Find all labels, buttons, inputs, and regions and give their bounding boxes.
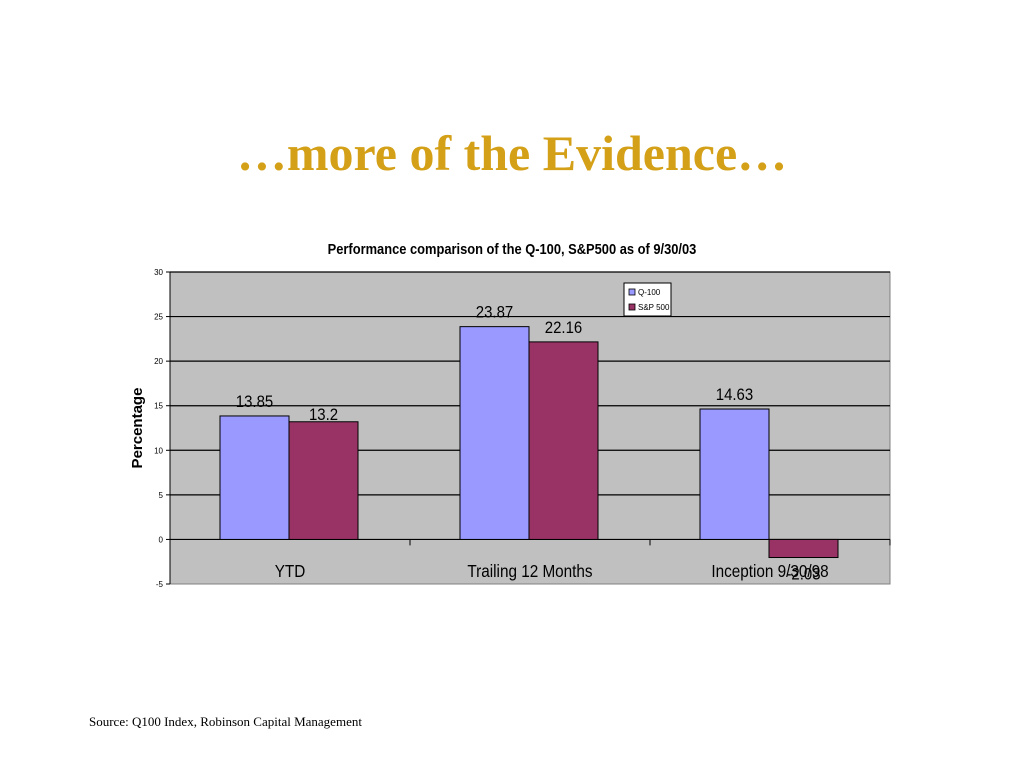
legend-label: Q-100 bbox=[638, 288, 661, 297]
y-tick-label: 20 bbox=[154, 357, 163, 366]
bar-q100 bbox=[699, 408, 770, 540]
y-tick-label: 15 bbox=[154, 402, 163, 411]
data-label: 14.63 bbox=[716, 386, 754, 404]
chart-title: Performance comparison of the Q-100, S&P… bbox=[328, 240, 697, 257]
y-tick-label: 10 bbox=[154, 446, 163, 455]
data-label: 23.87 bbox=[476, 304, 514, 322]
legend: Q-100 S&P 500 bbox=[623, 282, 672, 317]
legend-label: S&P 500 bbox=[638, 303, 670, 312]
data-label: 22.16 bbox=[545, 319, 583, 337]
bar-sp500 bbox=[288, 421, 359, 540]
legend-swatch bbox=[628, 303, 636, 311]
y-tick-label: 0 bbox=[159, 535, 164, 544]
source-note: Source: Q100 Index, Robinson Capital Man… bbox=[89, 714, 362, 729]
x-tick-label: YTD bbox=[275, 561, 306, 581]
y-tick-label: 25 bbox=[154, 313, 163, 322]
y-tick-label: 30 bbox=[154, 268, 163, 277]
data-label: 13.85 bbox=[236, 393, 274, 411]
legend-swatch bbox=[628, 288, 636, 296]
bar-q100 bbox=[219, 415, 290, 540]
bar-q100 bbox=[459, 326, 530, 540]
x-tick-label: Trailing 12 Months bbox=[467, 561, 592, 581]
y-axis-label: Percentage bbox=[129, 388, 146, 469]
legend-box bbox=[623, 282, 672, 317]
slide-title: …more of the Evidence… bbox=[236, 125, 788, 181]
bar-sp500 bbox=[528, 341, 599, 540]
bar-sp500 bbox=[768, 538, 839, 559]
x-tick-label: Inception 9/30/98 bbox=[711, 561, 828, 581]
data-label: -2.03 bbox=[786, 566, 820, 584]
y-tick-label: -5 bbox=[156, 580, 164, 589]
data-label: 13.2 bbox=[309, 406, 338, 424]
y-tick-label: 5 bbox=[159, 491, 164, 500]
